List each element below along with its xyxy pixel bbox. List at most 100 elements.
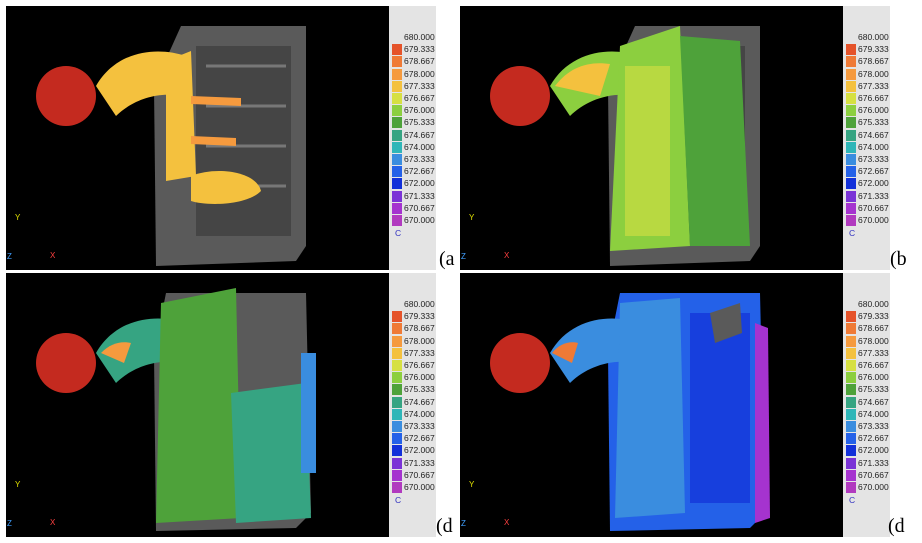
legend-swatch [846, 154, 856, 165]
legend-swatch [392, 360, 402, 371]
legend-value: 673.333 [404, 154, 435, 164]
legend-swatch [846, 105, 856, 117]
legend-value: 670.667 [858, 202, 889, 213]
legend-value: 677.333 [858, 80, 889, 91]
legend-value: 671.333 [858, 190, 889, 201]
legend-value: 671.333 [858, 457, 889, 468]
y-axis-label: Y [15, 480, 21, 489]
legend-value: 673.333 [404, 421, 435, 431]
legend-swatch [392, 190, 402, 202]
legend-swatch [846, 80, 856, 92]
legend-swatch [846, 32, 856, 43]
legend-value: 680.000 [858, 299, 889, 309]
legend-value: 679.333 [858, 44, 889, 55]
legend-value: 679.333 [858, 311, 889, 322]
legend-value: 676.000 [404, 372, 435, 383]
legend-swatch [392, 311, 402, 323]
legend-swatch [846, 129, 856, 141]
legend-value: 678.000 [858, 335, 889, 346]
legend-swatch [392, 129, 402, 141]
legend-value: 674.000 [404, 141, 435, 152]
legend-swatch [846, 166, 856, 178]
legend-value: 671.333 [404, 190, 435, 201]
legend-value: 670.000 [858, 482, 889, 492]
panel-c: Y X Z 680.000 679.333 678.667 678.000 677.33… [6, 273, 453, 537]
legend-swatch [392, 482, 402, 493]
legend-swatch [392, 372, 402, 384]
legend-swatch [392, 421, 402, 432]
legend-value: 674.667 [858, 129, 889, 140]
casting-render [490, 26, 760, 266]
legend-value: 674.667 [858, 396, 889, 407]
panel-d: Y X Z 680.000 679.333 678.667 678.000 677.33… [460, 273, 905, 537]
legend-unit: C [395, 228, 402, 238]
legend-value: 676.000 [858, 105, 889, 116]
legend-value: 678.000 [404, 335, 435, 346]
legend-swatch [846, 323, 856, 335]
legend-swatch [846, 178, 856, 190]
legend-value: 674.000 [404, 408, 435, 419]
legend-value: 677.333 [858, 347, 889, 358]
legend-swatch [392, 117, 402, 129]
legend-value: 672.000 [858, 178, 889, 189]
legend-swatch [846, 396, 856, 408]
panel-a: Y X Z 680.000 679.333 678.667 678.000 677.33… [6, 6, 455, 270]
legend-value: 678.667 [858, 323, 889, 334]
casting-render [490, 293, 770, 531]
legend-value: 674.667 [404, 396, 435, 407]
panel-label: (d [436, 515, 453, 537]
legend-value: 672.000 [404, 445, 435, 456]
simulation-viewport: Y X Z [460, 6, 843, 270]
legend-swatch [392, 68, 402, 80]
legend-value: 678.000 [858, 68, 889, 79]
legend-value: 674.000 [858, 408, 889, 419]
legend-swatch [846, 117, 856, 129]
panel-b: Y X Z 680.000 679.333 678.667 678.000 677.33… [460, 6, 907, 270]
temperature-legend: 680.000 679.333 678.667 678.000 677.333 676.6… [389, 6, 436, 270]
y-axis-label: Y [469, 480, 475, 489]
simulation-viewport: Y X Z [6, 6, 389, 270]
legend-value: 679.333 [404, 311, 435, 322]
casting-render [36, 288, 316, 531]
legend-swatch [846, 384, 856, 396]
legend-swatch [846, 202, 856, 214]
legend-unit: C [849, 495, 856, 505]
legend-value: 679.333 [404, 44, 435, 55]
legend-swatch [846, 372, 856, 384]
legend-swatch [846, 311, 856, 323]
legend-value: 675.333 [858, 384, 889, 395]
legend-value: 677.333 [404, 80, 435, 91]
legend-swatch [846, 445, 856, 457]
legend-swatch [846, 68, 856, 80]
legend-value: 677.333 [404, 347, 435, 358]
legend-swatch [846, 141, 856, 153]
y-axis-label: Y [469, 213, 475, 222]
legend-swatch [392, 80, 402, 92]
legend-swatch [392, 154, 402, 165]
legend-value: 670.000 [404, 482, 435, 492]
legend-value: 680.000 [404, 32, 435, 42]
simulation-viewport: Y X Z [460, 273, 843, 537]
legend-value: 675.333 [404, 117, 435, 128]
z-axis-label: Z [7, 519, 12, 528]
legend-swatch [392, 323, 402, 335]
legend-value: 670.000 [404, 215, 435, 225]
legend-swatch [846, 190, 856, 202]
legend-value: 670.667 [858, 469, 889, 480]
legend-value: 672.667 [404, 433, 435, 444]
legend-swatch [392, 166, 402, 178]
x-axis-label: X [504, 251, 510, 260]
legend-swatch [846, 299, 856, 310]
legend-value: 676.667 [858, 93, 889, 103]
legend-value: 672.000 [858, 445, 889, 456]
legend-swatch [846, 93, 856, 104]
legend-value: 678.000 [404, 68, 435, 79]
legend-value: 670.667 [404, 202, 435, 213]
legend-swatch [846, 360, 856, 371]
legend-swatch [392, 433, 402, 445]
legend-swatch [846, 347, 856, 359]
z-axis-label: Z [461, 252, 466, 261]
legend-swatch [392, 457, 402, 469]
legend-value: 678.667 [404, 323, 435, 334]
x-axis-label: X [50, 251, 56, 260]
